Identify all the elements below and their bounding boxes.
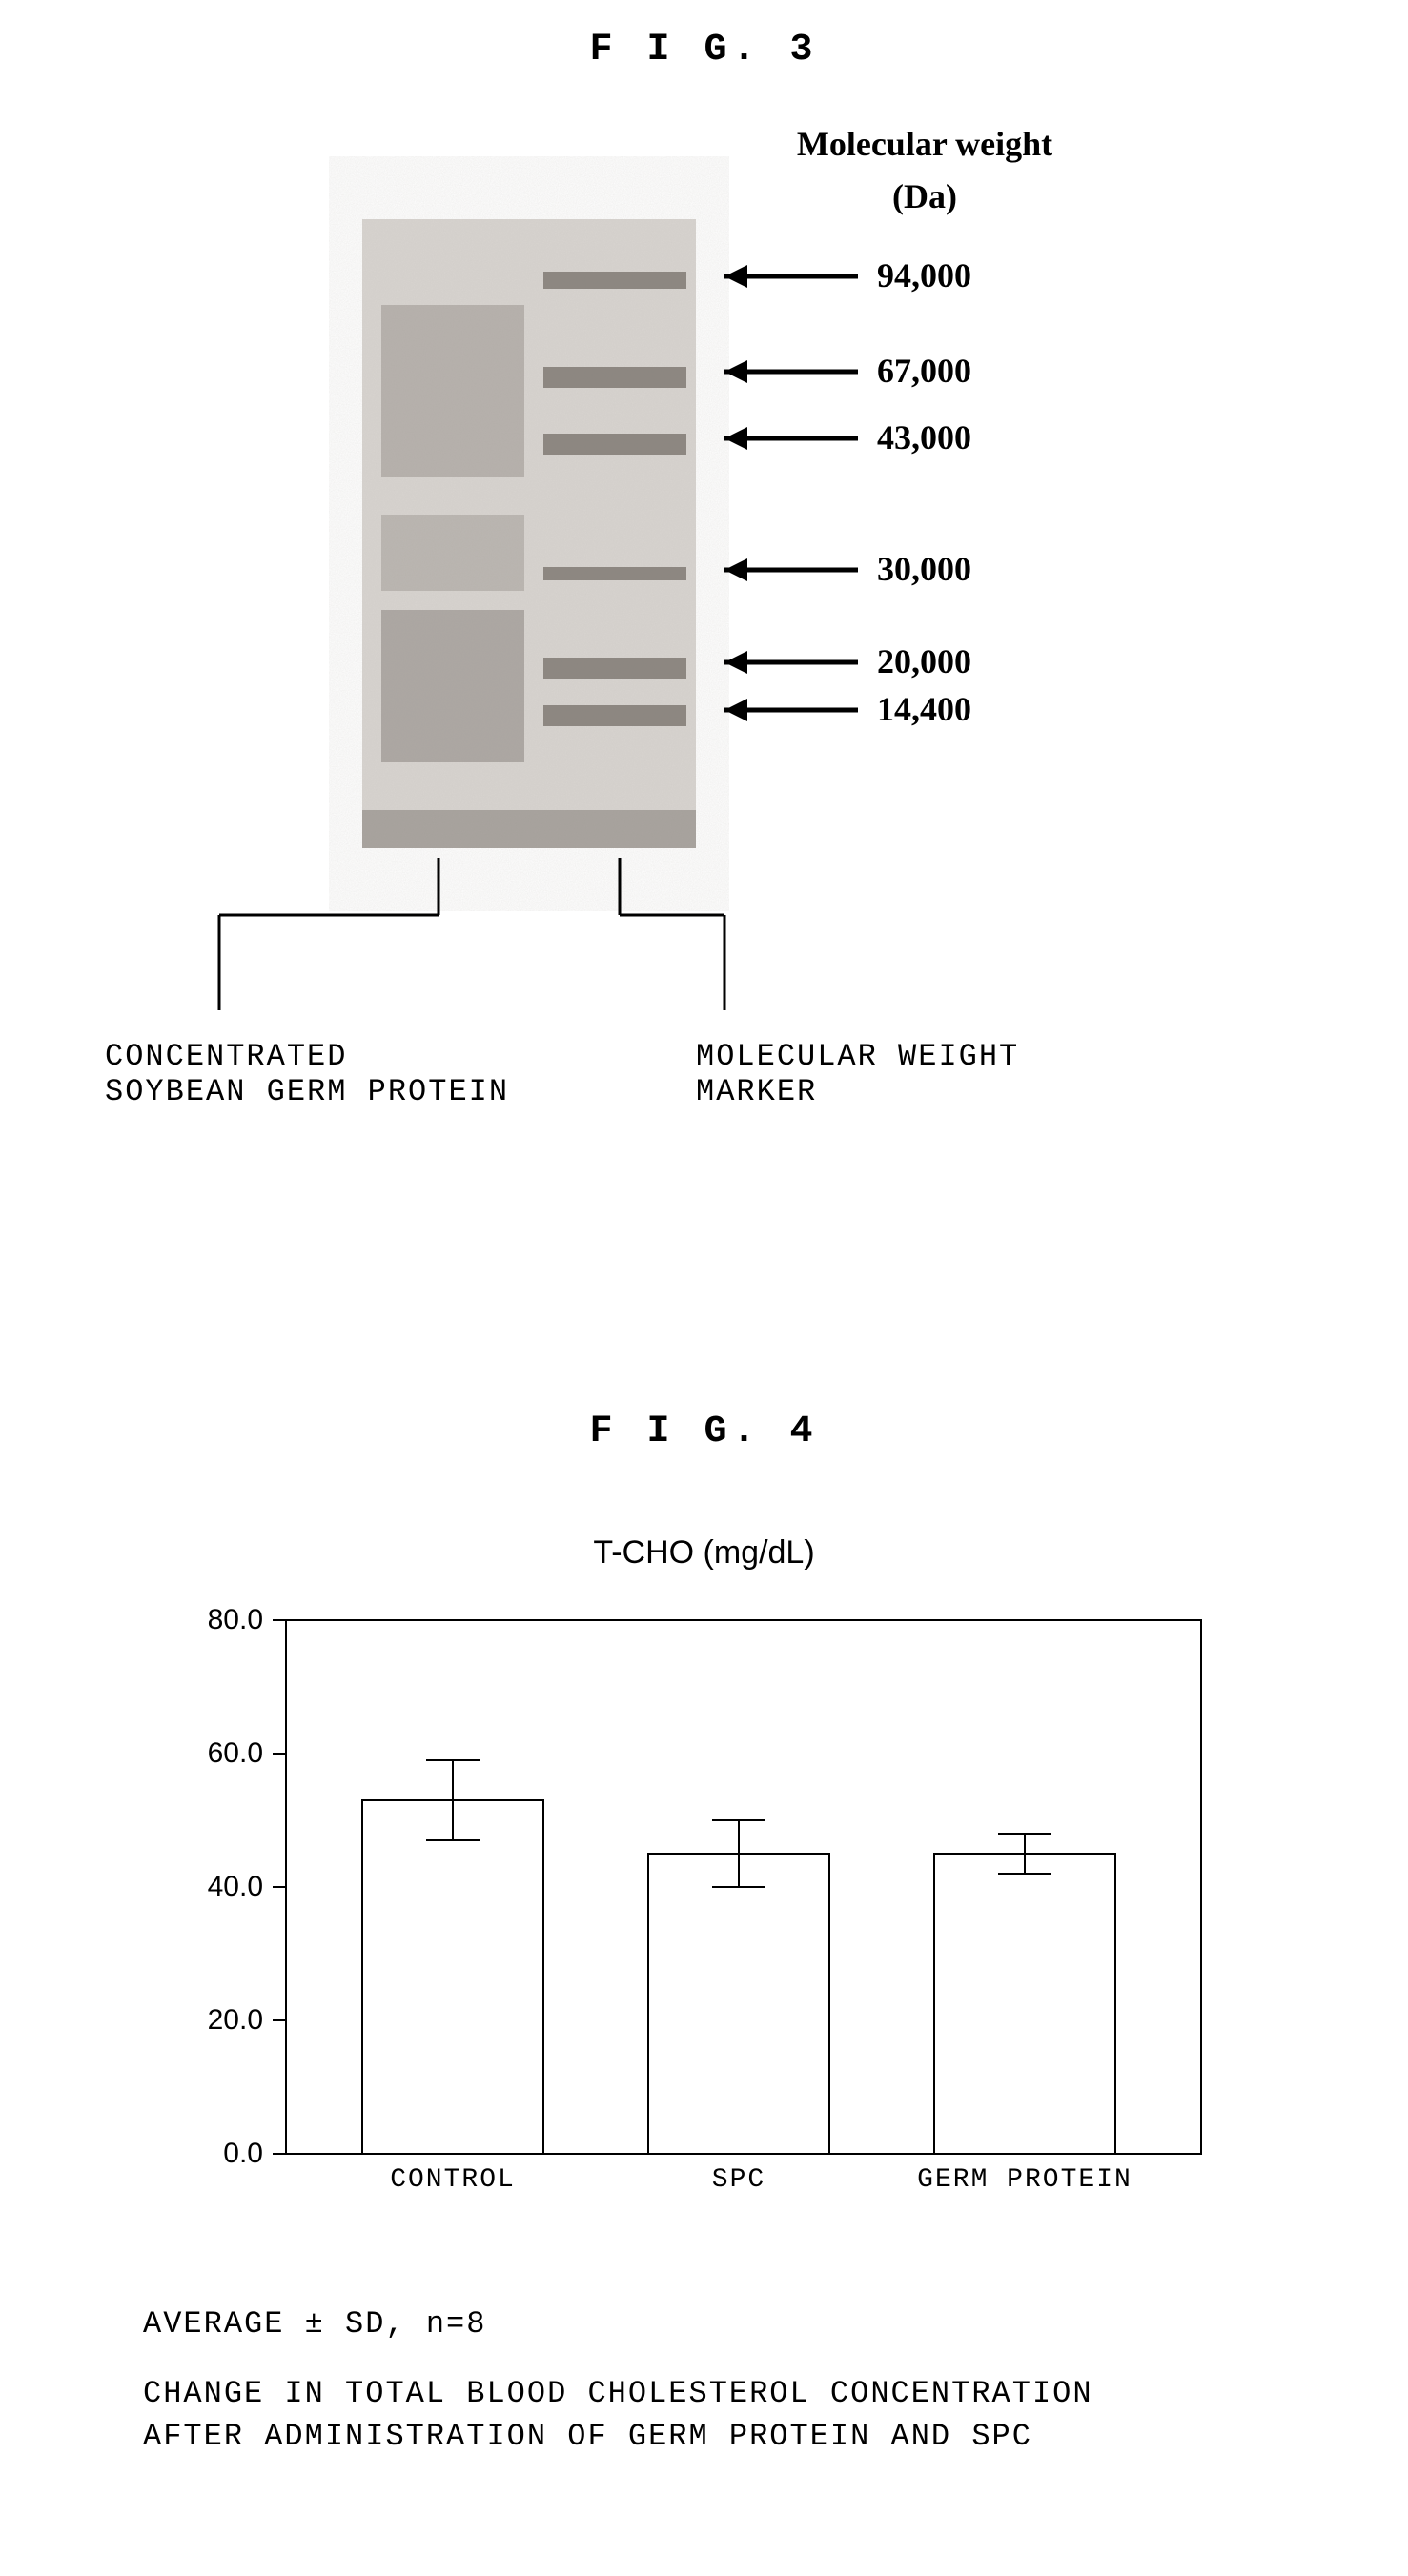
fig4-note: AVERAGE ± SD, n=8 <box>143 2306 486 2342</box>
fig4-chart <box>0 0 1408 2287</box>
xtick-label: CONTROL <box>334 2165 572 2195</box>
xtick-label: GERM PROTEIN <box>906 2165 1144 2195</box>
fig4-caption: CHANGE IN TOTAL BLOOD CHOLESTEROL CONCEN… <box>143 2373 1093 2459</box>
ytick-label: 60.0 <box>208 1737 263 1770</box>
ytick-label: 40.0 <box>208 1871 263 1903</box>
ytick-label: 80.0 <box>208 1604 263 1636</box>
xtick-label: SPC <box>620 2165 858 2195</box>
caption-line: CHANGE IN TOTAL BLOOD CHOLESTEROL CONCEN… <box>143 2373 1093 2416</box>
ytick-label: 20.0 <box>208 2004 263 2037</box>
caption-line: AFTER ADMINISTRATION OF GERM PROTEIN AND… <box>143 2416 1093 2459</box>
ytick-label: 0.0 <box>223 2138 263 2170</box>
